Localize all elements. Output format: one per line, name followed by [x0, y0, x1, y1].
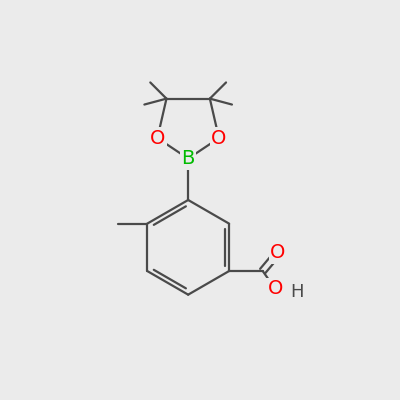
Text: O: O — [268, 279, 283, 298]
Text: H: H — [290, 283, 304, 301]
Text: O: O — [270, 243, 286, 262]
Text: O: O — [211, 128, 227, 148]
Text: B: B — [182, 149, 195, 168]
Text: O: O — [150, 128, 165, 148]
